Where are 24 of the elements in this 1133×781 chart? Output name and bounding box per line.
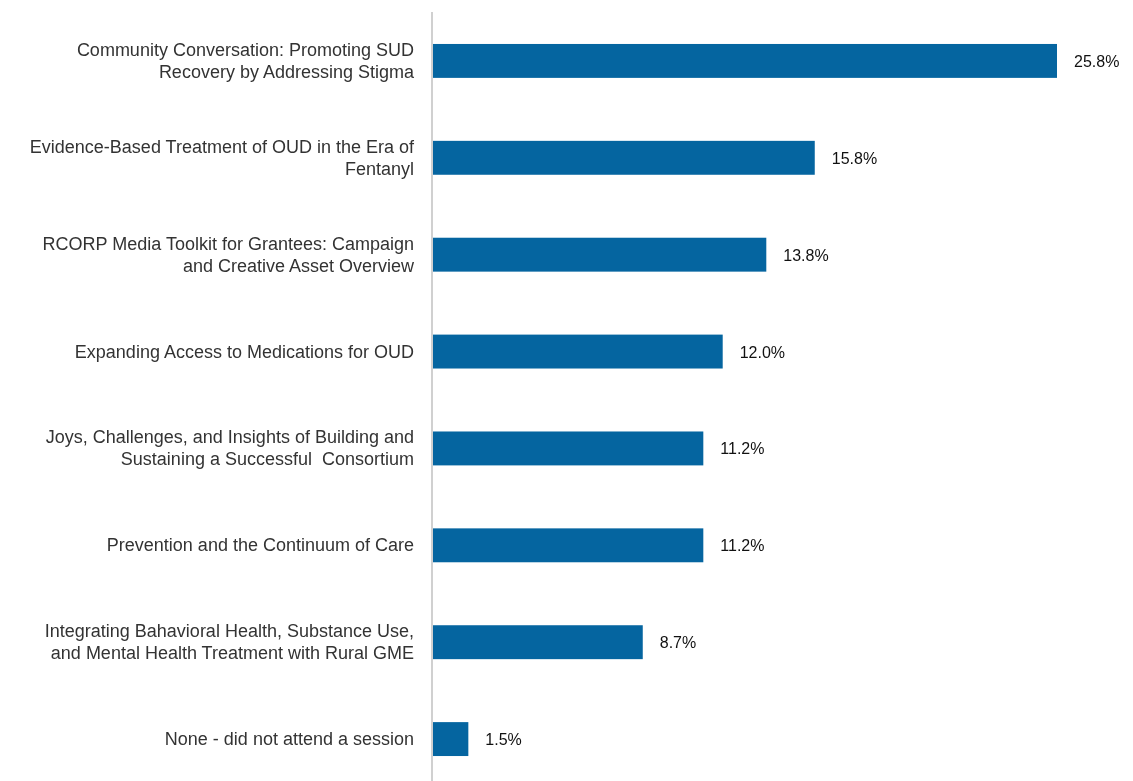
y-tick-label: Evidence-Based Treatment of OUD in the Era of Fentanyl xyxy=(29,136,415,179)
data-label: 8.7% xyxy=(659,634,697,652)
data-label: 25.8% xyxy=(1074,52,1120,70)
bar xyxy=(432,140,815,175)
bar xyxy=(432,625,643,660)
data-label: 11.2% xyxy=(720,440,765,458)
y-tick-label: Community Conversation: Promoting SUD Recovery by Addressing Stigma xyxy=(76,39,415,82)
bar xyxy=(432,237,767,272)
data-label: 1.5% xyxy=(485,731,522,749)
bar xyxy=(432,722,469,757)
data-label: 13.8% xyxy=(783,246,829,264)
bar xyxy=(432,528,704,563)
y-tick-label: None - did not attend a session xyxy=(164,729,414,750)
bar xyxy=(432,334,723,369)
data-label: 12.0% xyxy=(739,343,786,361)
y-tick-label: Joys, Challenges, and Insights of Building and Sustaining a Successful Consortium xyxy=(45,427,414,470)
data-label: 15.8% xyxy=(831,149,878,167)
bar xyxy=(432,43,1057,78)
y-tick-label: Integrating Bahavioral Health, Substance Use, and Mental Health Treatment with Rural GME xyxy=(44,621,414,664)
bar xyxy=(432,431,704,466)
y-tick-label: Expanding Access to Medications for OUD xyxy=(74,341,414,362)
y-tick-label: Prevention and the Continuum of Care xyxy=(106,535,414,556)
y-tick-label: RCORP Media Toolkit for Grantees: Campaign and Creative Asset Overview xyxy=(42,233,415,276)
data-label: 11.2% xyxy=(720,537,765,555)
